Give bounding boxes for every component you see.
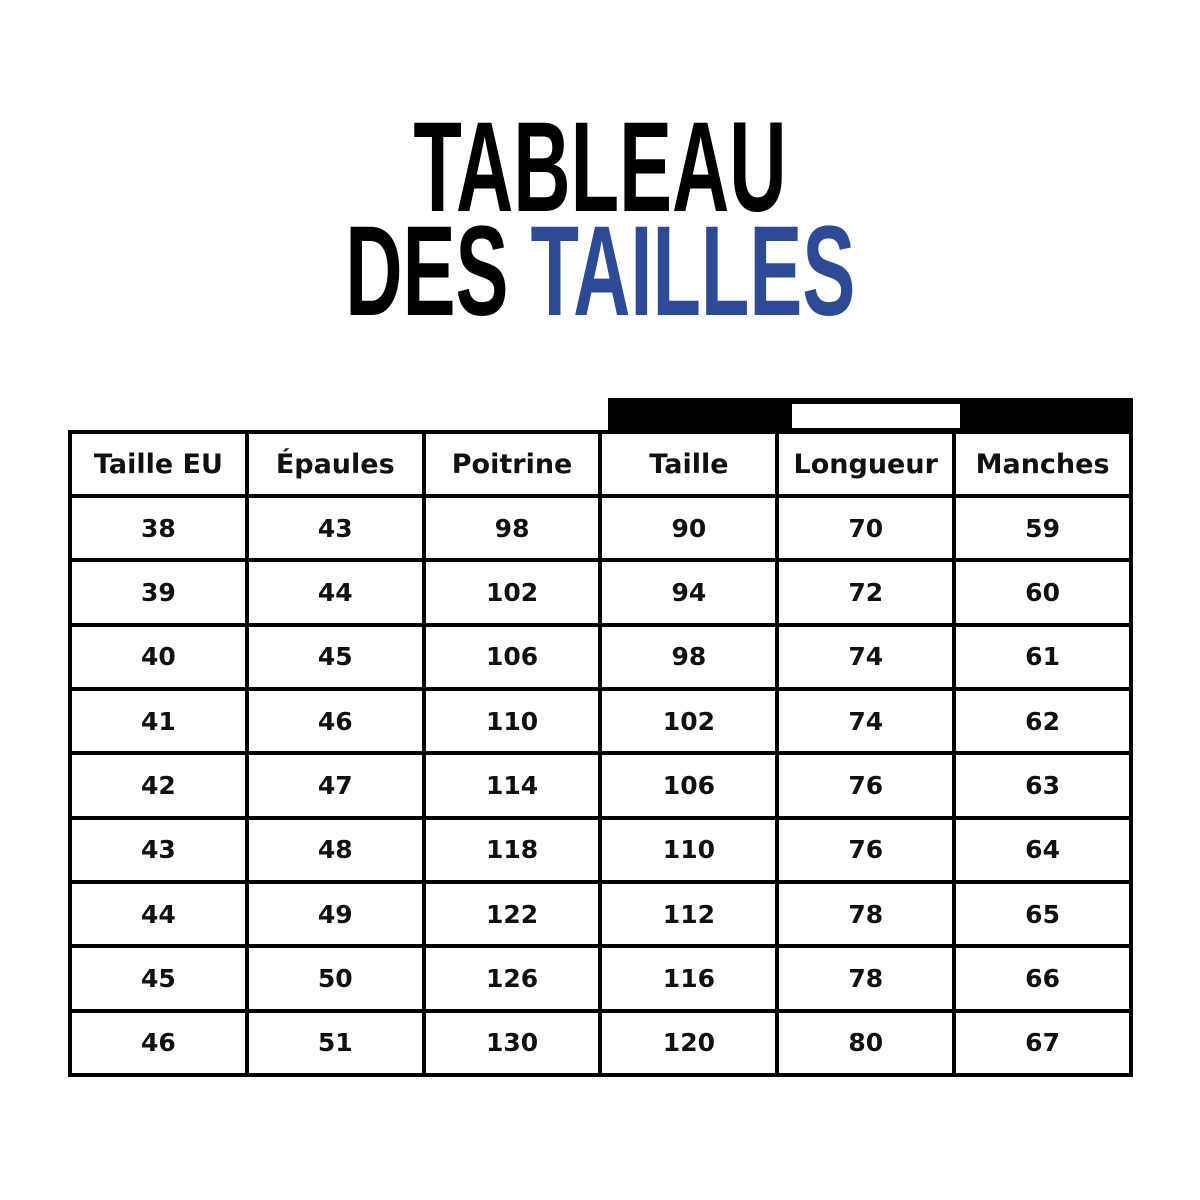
table-cell: 78 [775, 879, 957, 949]
column-header: Taille [598, 430, 780, 498]
table-row: 39 44 102 94 72 60 [68, 558, 1133, 627]
header-decoration-gap [792, 404, 960, 428]
table-cell: 67 [952, 1008, 1133, 1078]
table-cell: 98 [421, 493, 603, 563]
table-cell: 43 [68, 815, 249, 884]
table-cell: 62 [952, 686, 1133, 756]
table-cell: 64 [952, 815, 1133, 884]
table-row: 38 43 98 90 70 59 [68, 493, 1133, 563]
table-cell: 74 [775, 686, 957, 756]
column-header: Poitrine [421, 430, 603, 498]
table-cell: 66 [952, 944, 1133, 1013]
table-cell: 102 [598, 686, 780, 756]
column-header: Épaules [244, 430, 426, 498]
table-cell: 40 [68, 622, 249, 691]
title-tailles: TAILLES [530, 200, 855, 343]
table-cell: 116 [598, 944, 780, 1013]
table-cell: 59 [952, 493, 1133, 563]
table-cell: 76 [775, 751, 957, 820]
table-cell: 112 [598, 879, 780, 949]
table-cell: 63 [952, 751, 1133, 820]
table-cell: 72 [775, 558, 957, 627]
title-des: DES [345, 200, 509, 343]
table-cell: 126 [421, 944, 603, 1013]
table-cell: 130 [421, 1008, 603, 1078]
table-cell: 47 [244, 751, 426, 820]
title-tableau: TABLEAU [413, 96, 787, 239]
table-cell: 70 [775, 493, 957, 563]
table-cell: 122 [421, 879, 603, 949]
table-header-row: Taille EU Épaules Poitrine Taille Longueur Ma… [68, 430, 1133, 498]
table-cell: 80 [775, 1008, 957, 1078]
table-cell: 39 [68, 558, 249, 627]
table-cell: 110 [598, 815, 780, 884]
title-line-2: DES TAILLES [0, 208, 1200, 336]
table-cell: 114 [421, 751, 603, 820]
table-cell: 43 [244, 493, 426, 563]
table-cell: 118 [421, 815, 603, 884]
table-row: 40 45 106 98 74 61 [68, 622, 1133, 691]
table-cell: 61 [952, 622, 1133, 691]
table-cell: 44 [68, 879, 249, 949]
table-cell: 78 [775, 944, 957, 1013]
table-cell: 44 [244, 558, 426, 627]
table-cell: 42 [68, 751, 249, 820]
table-cell: 106 [598, 751, 780, 820]
table-cell: 106 [421, 622, 603, 691]
table-row: 45 50 126 116 78 66 [68, 944, 1133, 1013]
table-cell: 46 [68, 1008, 249, 1078]
table-row: 44 49 122 112 78 65 [68, 879, 1133, 949]
table-cell: 51 [244, 1008, 426, 1078]
table-cell: 50 [244, 944, 426, 1013]
table-row: 41 46 110 102 74 62 [68, 686, 1133, 756]
table-cell: 46 [244, 686, 426, 756]
table-cell: 41 [68, 686, 249, 756]
table-cell: 90 [598, 493, 780, 563]
column-header: Longueur [775, 430, 957, 498]
table-cell: 98 [598, 622, 780, 691]
table-row: 42 47 114 106 76 63 [68, 751, 1133, 820]
table-cell: 60 [952, 558, 1133, 627]
table-cell: 45 [244, 622, 426, 691]
title-line-1: TABLEAU [0, 104, 1200, 232]
table-cell: 94 [598, 558, 780, 627]
table-cell: 102 [421, 558, 603, 627]
column-header: Taille EU [68, 430, 249, 498]
table-cell: 110 [421, 686, 603, 756]
table-row: 43 48 118 110 76 64 [68, 815, 1133, 884]
size-table: Taille EU Épaules Poitrine Taille Longueur Ma… [68, 430, 1133, 1078]
table-cell: 49 [244, 879, 426, 949]
table-cell: 48 [244, 815, 426, 884]
table-cell: 74 [775, 622, 957, 691]
table-cell: 120 [598, 1008, 780, 1078]
table-cell: 65 [952, 879, 1133, 949]
table-cell: 76 [775, 815, 957, 884]
table-cell: 45 [68, 944, 249, 1013]
column-header: Manches [952, 430, 1133, 498]
table-cell: 38 [68, 493, 249, 563]
table-row: 46 51 130 120 80 67 [68, 1008, 1133, 1078]
